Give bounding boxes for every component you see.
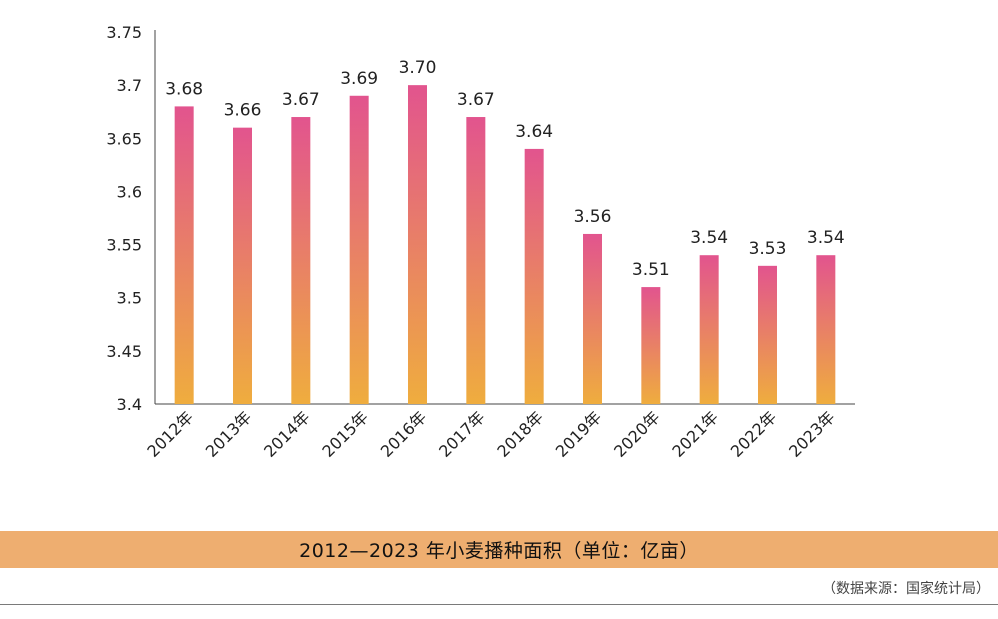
bar	[524, 148, 544, 404]
x-tick-label: 2017年	[435, 407, 489, 461]
y-tick-label: 3.55	[106, 236, 142, 255]
x-tick-label: 2021年	[668, 407, 722, 461]
bar	[349, 95, 369, 405]
x-tick-label: 2019年	[552, 407, 606, 461]
bar-value-label: 3.53	[749, 239, 787, 259]
x-tick-label: 2016年	[377, 407, 431, 461]
bar	[583, 233, 602, 404]
bar	[816, 255, 836, 404]
y-tick-label: 3.5	[117, 289, 142, 308]
bar-value-label: 3.51	[632, 260, 670, 280]
bar-value-label: 3.70	[399, 58, 437, 78]
chart-title: 2012—2023 年小麦播种面积（单位：亿亩）	[299, 540, 699, 562]
x-tick-label: 2015年	[318, 407, 372, 461]
bar-chart: 3.4 3.45 3.5 3.55 3.6 3.65 3.7 3.75 3.68 3.66 3.6…	[106, 23, 855, 461]
bar	[291, 117, 311, 405]
y-tick-label: 3.6	[117, 182, 142, 201]
bar	[408, 85, 427, 405]
bar	[174, 106, 194, 405]
y-tick-label: 3.4	[117, 395, 142, 414]
bar	[233, 127, 252, 405]
y-tick-label: 3.7	[117, 76, 142, 95]
bar-value-label: 3.54	[807, 228, 845, 248]
bar	[641, 287, 661, 404]
bar	[758, 265, 777, 404]
x-tick-label: 2014年	[260, 407, 314, 461]
x-tick-label: 2020年	[610, 407, 664, 461]
bar-value-label: 3.67	[282, 90, 320, 110]
x-tick-label: 2012年	[143, 407, 197, 461]
bar-value-label: 3.68	[165, 79, 203, 99]
bar-value-label: 3.56	[574, 207, 612, 227]
bar-value-label: 3.69	[340, 69, 378, 89]
bar-value-label: 3.64	[515, 122, 553, 142]
x-tick-label: 2018年	[493, 407, 547, 461]
y-tick-label: 3.75	[106, 23, 142, 42]
y-tick-label: 3.65	[106, 129, 142, 148]
x-tick-label: 2023年	[785, 407, 839, 461]
chart-title-band: 2012—2023 年小麦播种面积（单位：亿亩）	[0, 531, 998, 568]
bar-value-label: 3.54	[690, 228, 728, 248]
x-tick-label: 2013年	[202, 407, 256, 461]
bar	[699, 255, 719, 404]
x-tick-label: 2022年	[727, 407, 781, 461]
bar	[466, 117, 486, 405]
bar-value-label: 3.67	[457, 90, 495, 110]
bar-value-label: 3.66	[224, 101, 262, 121]
data-source-note: （数据来源：国家统计局）	[822, 581, 990, 597]
y-tick-label: 3.45	[106, 342, 142, 361]
bottom-divider	[0, 604, 998, 605]
